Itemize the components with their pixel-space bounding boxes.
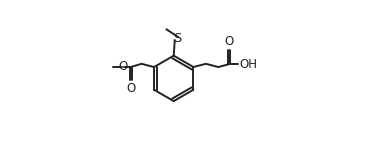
Text: S: S	[173, 32, 181, 45]
Text: OH: OH	[240, 58, 258, 71]
Text: O: O	[225, 35, 234, 48]
Text: O: O	[126, 82, 135, 95]
Text: O: O	[118, 60, 128, 73]
